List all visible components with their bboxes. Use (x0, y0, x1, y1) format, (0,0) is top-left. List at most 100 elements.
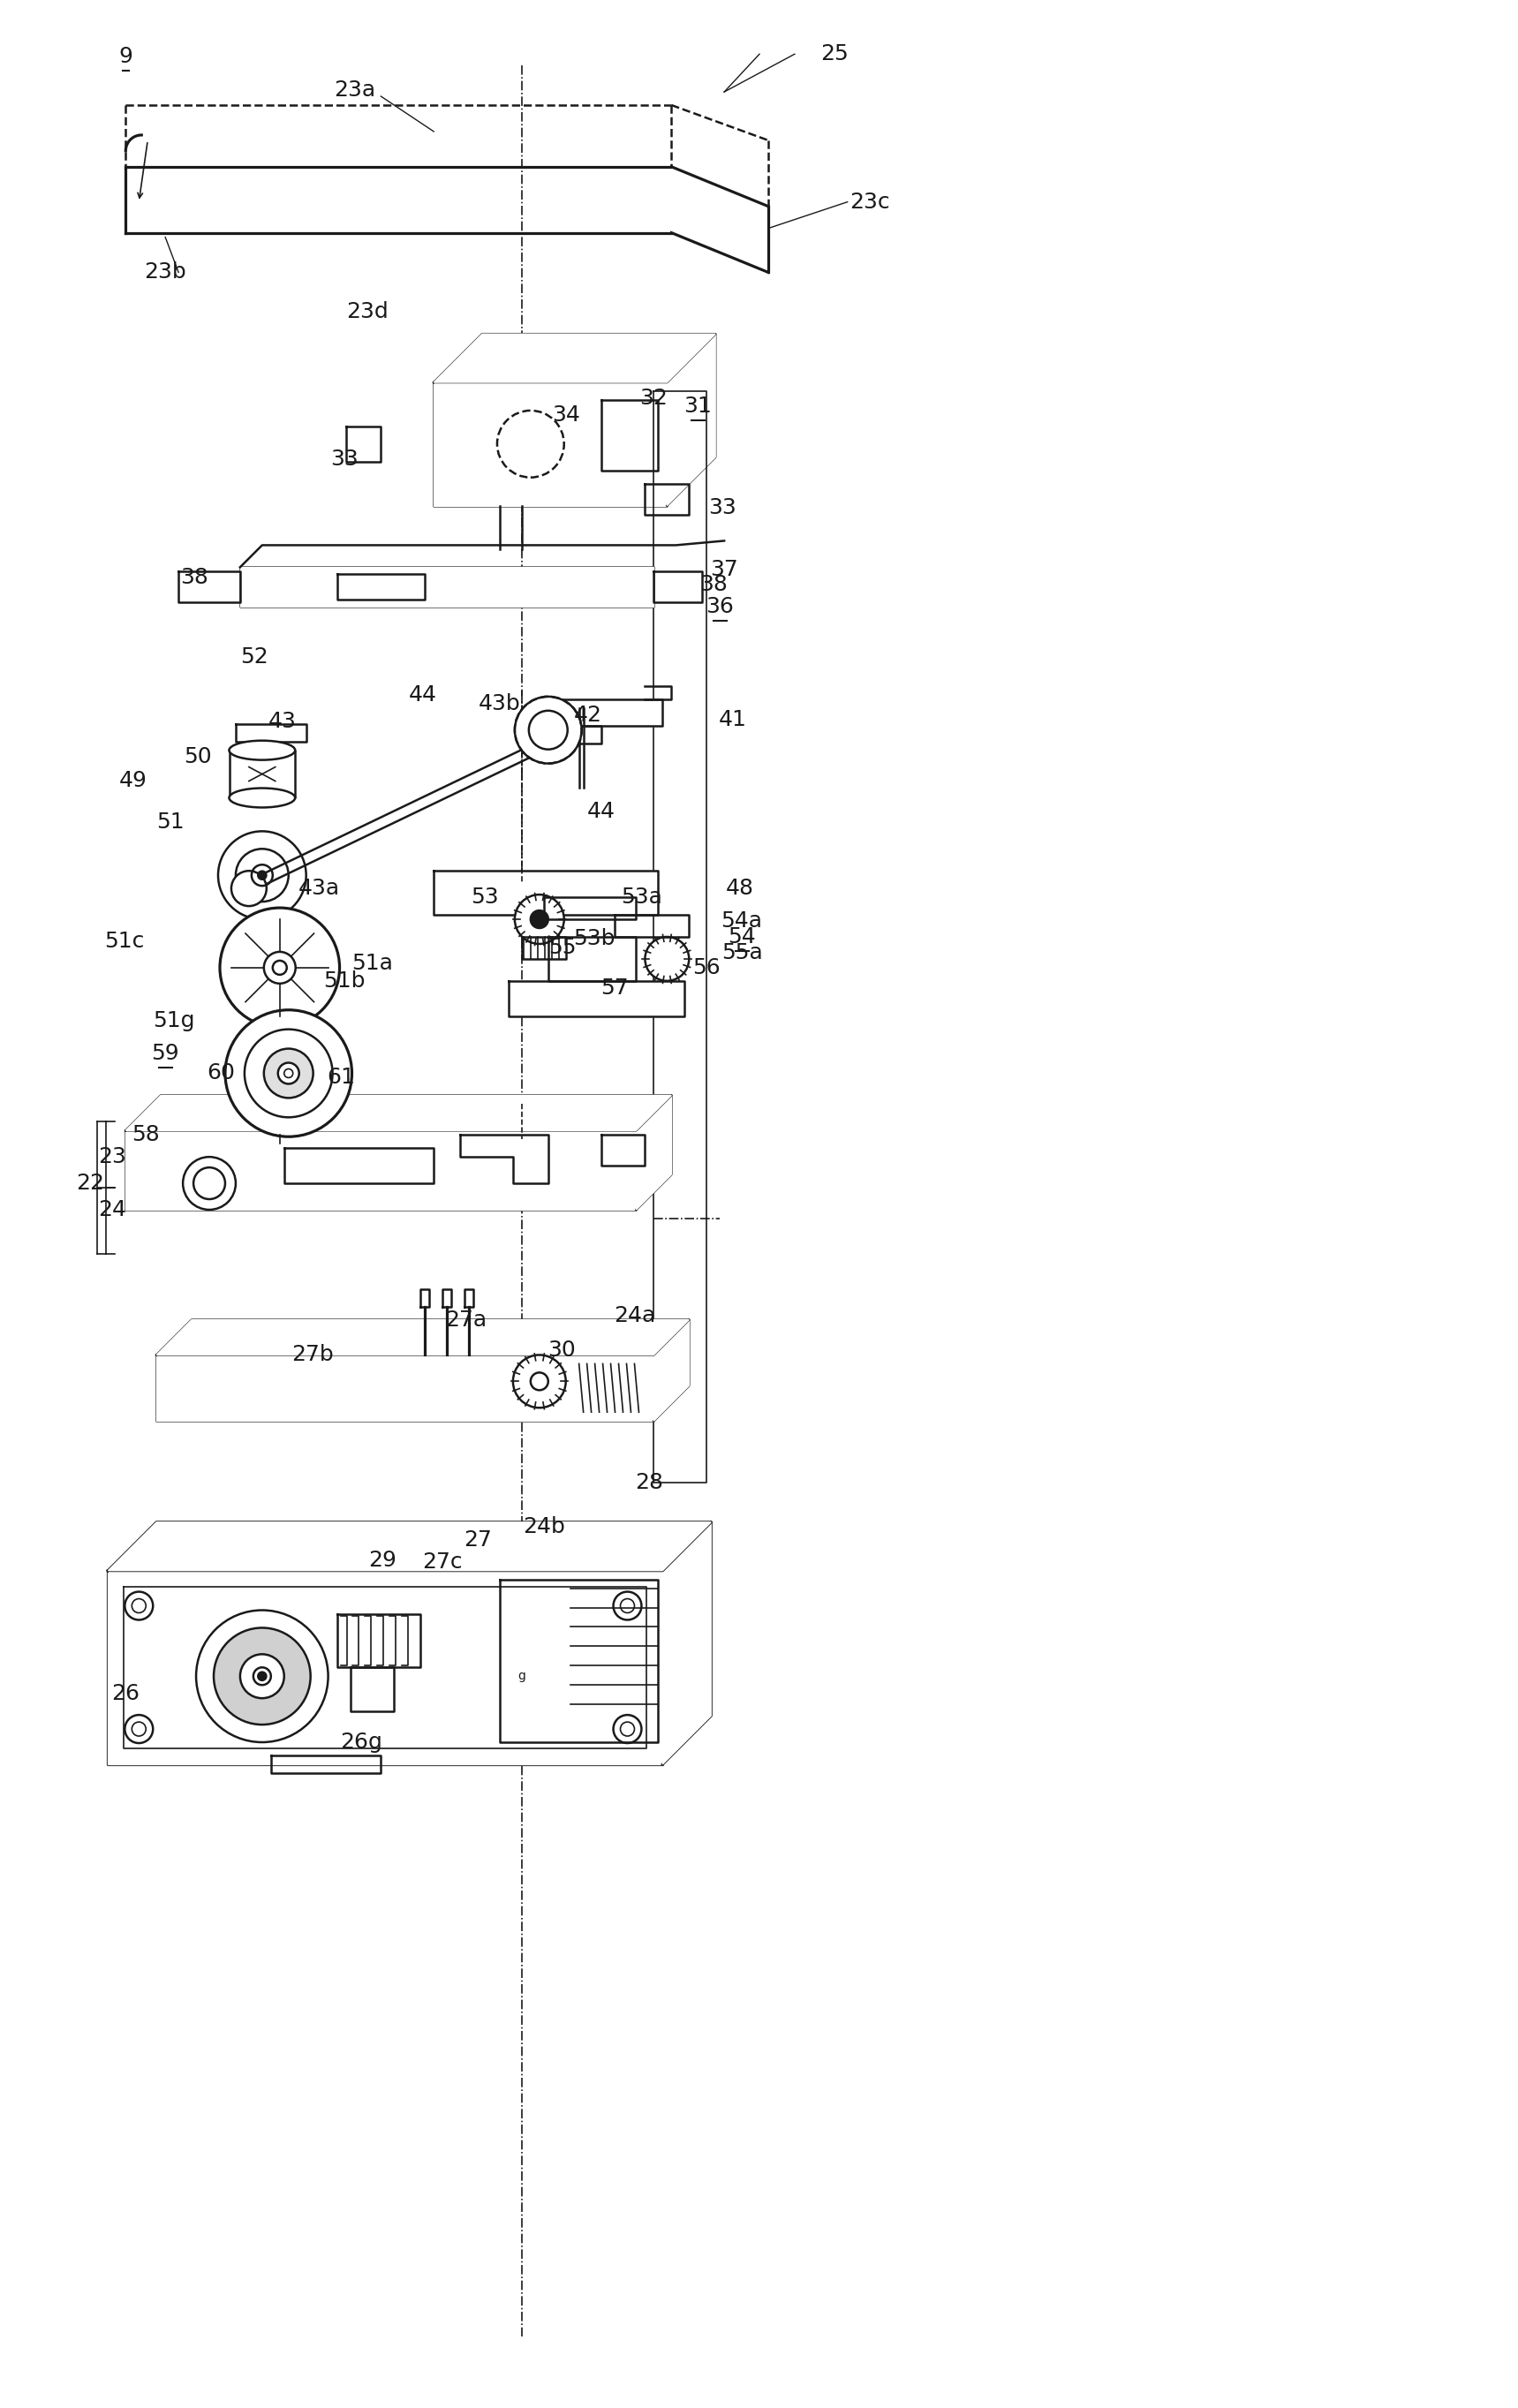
Polygon shape (229, 751, 294, 797)
Text: 26: 26 (111, 1683, 140, 1705)
Text: 24b: 24b (522, 1517, 565, 1536)
Text: 48: 48 (726, 879, 754, 898)
Text: 43b: 43b (478, 694, 521, 715)
Circle shape (220, 908, 340, 1028)
Text: 31: 31 (683, 395, 712, 417)
Text: 51c: 51c (103, 929, 144, 951)
Polygon shape (337, 1616, 420, 1666)
Text: 53: 53 (471, 886, 499, 908)
Ellipse shape (229, 787, 294, 807)
Polygon shape (663, 1522, 710, 1765)
Text: 54a: 54a (721, 910, 762, 932)
Text: 26g: 26g (340, 1731, 383, 1753)
Polygon shape (434, 872, 659, 915)
Text: 43a: 43a (299, 879, 340, 898)
Polygon shape (636, 1096, 671, 1209)
Text: 23c: 23c (850, 190, 890, 212)
Text: 22: 22 (76, 1173, 105, 1194)
Text: 23b: 23b (144, 262, 187, 282)
Text: 53a: 53a (621, 886, 662, 908)
Text: 34: 34 (551, 405, 580, 426)
Circle shape (515, 896, 565, 944)
Polygon shape (434, 335, 715, 383)
Circle shape (645, 937, 689, 980)
Text: 44: 44 (587, 802, 615, 824)
Text: 23d: 23d (346, 301, 389, 323)
Text: 61: 61 (328, 1067, 355, 1088)
Text: 38: 38 (181, 568, 208, 588)
Circle shape (613, 1592, 642, 1621)
Text: 59: 59 (152, 1043, 179, 1064)
Circle shape (124, 1714, 153, 1743)
Polygon shape (108, 1570, 663, 1765)
Text: 27b: 27b (291, 1344, 334, 1365)
Circle shape (182, 1156, 235, 1209)
Text: 32: 32 (639, 388, 668, 409)
Polygon shape (654, 1320, 689, 1421)
Polygon shape (156, 1320, 689, 1356)
Text: 30: 30 (548, 1339, 575, 1361)
Ellipse shape (229, 742, 294, 761)
Text: 42: 42 (574, 706, 603, 725)
Text: 51g: 51g (153, 1009, 196, 1031)
Text: 41: 41 (720, 708, 747, 730)
Text: 60: 60 (206, 1062, 235, 1084)
Polygon shape (240, 568, 654, 607)
Circle shape (231, 872, 267, 905)
Text: 52: 52 (240, 645, 269, 667)
Polygon shape (234, 730, 568, 898)
Text: 44: 44 (408, 684, 437, 706)
Text: 23: 23 (99, 1146, 126, 1168)
Polygon shape (539, 698, 663, 725)
Text: 37: 37 (710, 559, 738, 580)
Circle shape (613, 1714, 642, 1743)
Text: 51: 51 (156, 811, 185, 833)
Text: 57: 57 (600, 978, 628, 999)
Text: 28: 28 (636, 1471, 663, 1493)
Text: 25: 25 (820, 43, 849, 65)
Circle shape (254, 1666, 270, 1686)
Text: 54: 54 (727, 927, 756, 946)
Text: 36: 36 (706, 597, 733, 616)
Text: 33: 33 (329, 448, 358, 470)
Circle shape (196, 1611, 328, 1743)
Text: g: g (518, 1671, 525, 1683)
Polygon shape (509, 980, 685, 1016)
Circle shape (124, 1592, 153, 1621)
Circle shape (214, 1628, 311, 1724)
Circle shape (258, 872, 267, 879)
Polygon shape (156, 1356, 654, 1421)
Text: 55a: 55a (721, 942, 762, 963)
Circle shape (531, 910, 548, 927)
Polygon shape (126, 1096, 671, 1129)
Text: 53b: 53b (572, 927, 615, 949)
Text: 29: 29 (369, 1548, 396, 1570)
Polygon shape (666, 335, 715, 506)
Text: 27c: 27c (422, 1551, 463, 1572)
Polygon shape (654, 390, 706, 1483)
Circle shape (515, 696, 581, 763)
Circle shape (531, 1373, 548, 1389)
Circle shape (258, 1671, 267, 1681)
Text: 24a: 24a (613, 1305, 656, 1327)
Text: 38: 38 (700, 573, 727, 595)
Circle shape (284, 1069, 293, 1079)
Text: 50: 50 (184, 746, 213, 768)
Circle shape (278, 1062, 299, 1084)
Circle shape (240, 1654, 284, 1698)
Text: 33: 33 (709, 496, 736, 518)
Text: 58: 58 (132, 1125, 159, 1146)
Circle shape (219, 831, 307, 920)
Text: 9: 9 (118, 46, 132, 67)
Polygon shape (499, 1580, 659, 1743)
Circle shape (264, 951, 296, 982)
Text: 56: 56 (692, 956, 721, 978)
Polygon shape (434, 383, 666, 506)
Polygon shape (108, 1522, 710, 1570)
Circle shape (264, 1047, 313, 1098)
Text: 51a: 51a (352, 954, 393, 973)
Text: 55: 55 (548, 937, 577, 958)
Polygon shape (601, 400, 659, 470)
Circle shape (273, 961, 287, 975)
Text: 27: 27 (463, 1529, 492, 1551)
